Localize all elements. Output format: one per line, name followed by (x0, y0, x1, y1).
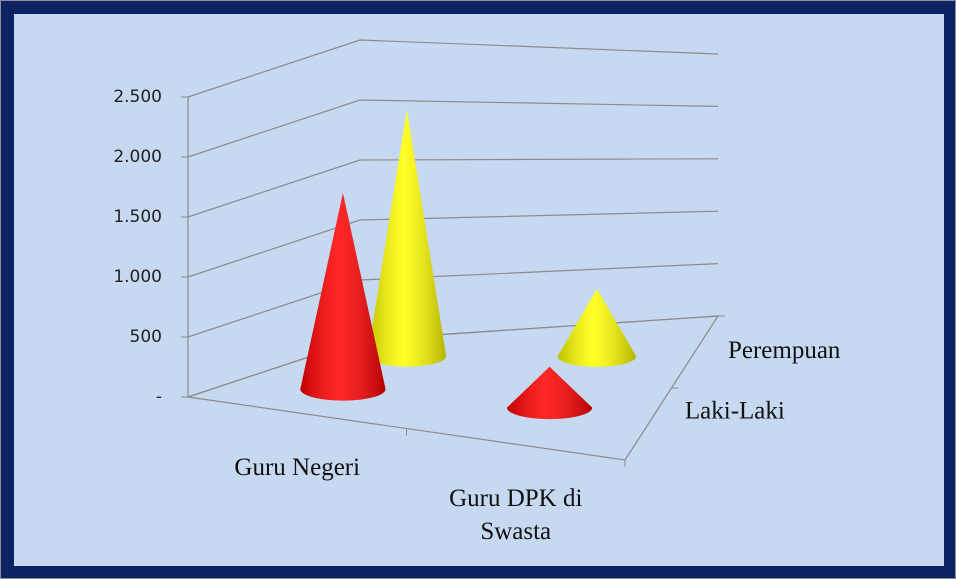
series-label: Laki-Laki (685, 398, 785, 425)
x-tick-label: Guru Negeri (234, 453, 361, 481)
cone-shade (367, 109, 447, 367)
y-tick-label: 1.000 (113, 267, 162, 287)
grid-line (187, 158, 719, 218)
grid-line (187, 210, 719, 278)
cone-shade (300, 193, 386, 401)
floor (187, 315, 720, 461)
grid-line (187, 39, 719, 98)
x-tick-label: Guru DPK di Swasta (449, 485, 583, 546)
grid-line (187, 315, 719, 398)
grid-line (187, 263, 719, 338)
y-tick-label: - (156, 387, 162, 407)
cone (367, 109, 447, 367)
cone-shade (557, 289, 637, 367)
y-tick-label: 2.000 (113, 147, 162, 167)
cone (300, 193, 386, 401)
y-tick-label: 500 (130, 327, 162, 347)
plot-area (14, 14, 944, 566)
y-tick-label: 2.500 (113, 87, 162, 107)
y-tick-label: 1.500 (113, 207, 162, 227)
series-label: Perempuan (728, 337, 841, 364)
grid-line (187, 99, 719, 158)
cone-shade (506, 366, 593, 420)
cone (557, 289, 637, 367)
cone (506, 366, 593, 420)
